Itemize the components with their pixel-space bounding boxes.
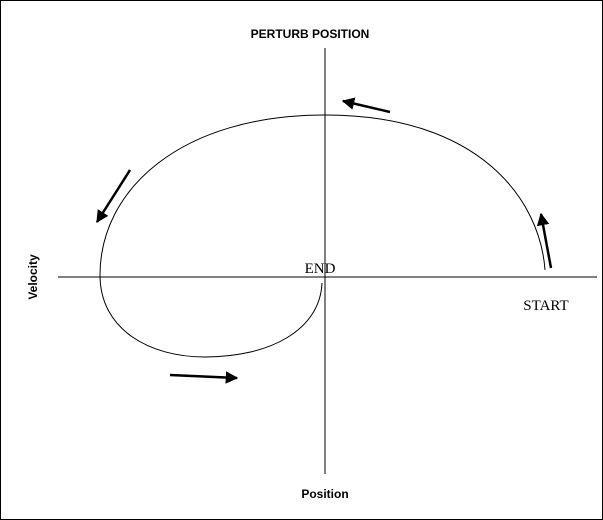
y-axis-label: Velocity [26,254,40,300]
arrow [536,212,553,269]
end-label: END [305,261,336,277]
start-label: START [523,298,568,314]
arrow [95,169,132,224]
title: PERTURB POSITION [251,27,370,41]
x-axis-label: Position [301,487,348,501]
arrow [341,97,391,114]
arrow [169,371,239,384]
trajectory [99,114,546,358]
